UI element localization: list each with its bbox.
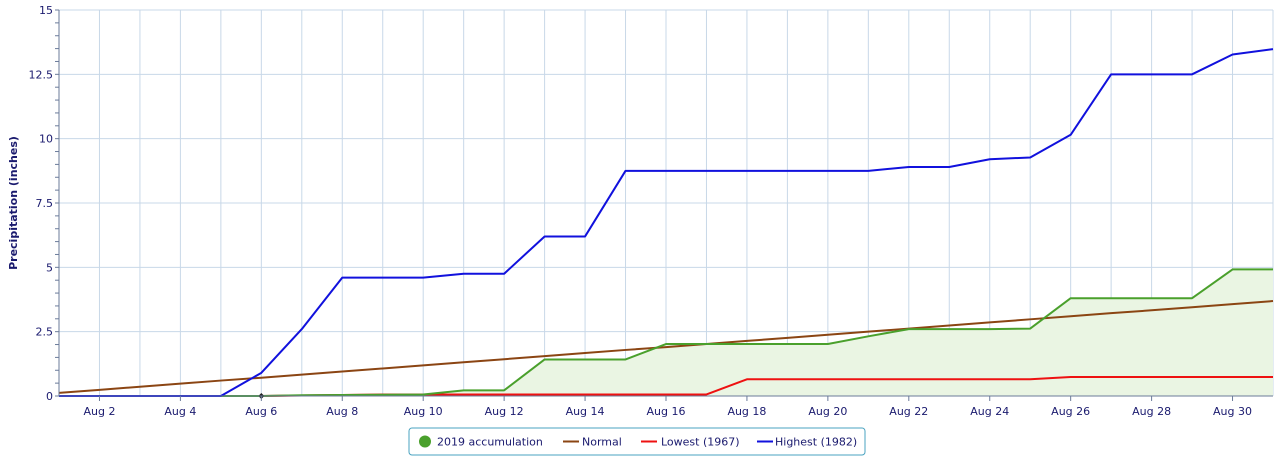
legend-box	[408, 427, 866, 456]
x-tick-label: Aug 6	[245, 405, 277, 418]
x-tick-label: Aug 26	[1051, 405, 1090, 418]
legend-label: Lowest (1967)	[661, 436, 740, 449]
legend-item[interactable]: Highest (1982)	[757, 436, 857, 449]
x-tick-label: Aug 4	[164, 405, 196, 418]
legend-item[interactable]: 2019 accumulation	[419, 435, 543, 449]
legend-circle-icon	[419, 435, 431, 448]
legend[interactable]: 2019 accumulation Normal Lowest (1967) High…	[408, 427, 866, 456]
y-tick-label: 12.5	[29, 68, 54, 81]
x-tick-label: Aug 18	[727, 405, 766, 418]
series-line-normal	[58, 300, 1274, 394]
legend-label: Normal	[582, 436, 622, 449]
y-tick-label: 7.5	[36, 197, 54, 210]
axes: 0 2.5 5 7.5 10 12.5 15 Aug 2 Aug 4 Aug 6 Aug 8 Aug …	[29, 4, 1273, 418]
y-tick-label: 0	[46, 390, 53, 403]
series-area-2019	[59, 269, 1273, 396]
series-line-highest	[59, 48, 1274, 397]
legend-item[interactable]: Normal	[563, 436, 622, 449]
y-tick-label: 10	[39, 133, 53, 146]
legend-item[interactable]: Lowest (1967)	[641, 436, 740, 449]
x-tick-label: Aug 20	[808, 405, 847, 418]
x-tick-label: Aug 14	[566, 405, 605, 418]
legend-label: Highest (1982)	[775, 436, 857, 449]
x-tick-label: Aug 10	[404, 405, 443, 418]
x-tick-label: Aug 12	[485, 405, 524, 418]
y-tick-label: 15	[39, 4, 53, 17]
x-tick-label: Aug 30	[1213, 405, 1252, 418]
x-tick-label: Aug 8	[326, 405, 358, 418]
x-tick-label: Aug 28	[1132, 405, 1171, 418]
y-tick-label: 5	[46, 261, 53, 274]
x-tick-label: Aug 2	[83, 405, 115, 418]
legend-label: 2019 accumulation	[437, 436, 543, 449]
x-tick-label: Aug 24	[970, 405, 1009, 418]
x-tick-label: Aug 16	[647, 405, 686, 418]
y-axis-title: Precipitation (inches)	[7, 136, 20, 270]
y-tick-label: 2.5	[36, 326, 54, 339]
x-tick-label: Aug 22	[889, 405, 928, 418]
